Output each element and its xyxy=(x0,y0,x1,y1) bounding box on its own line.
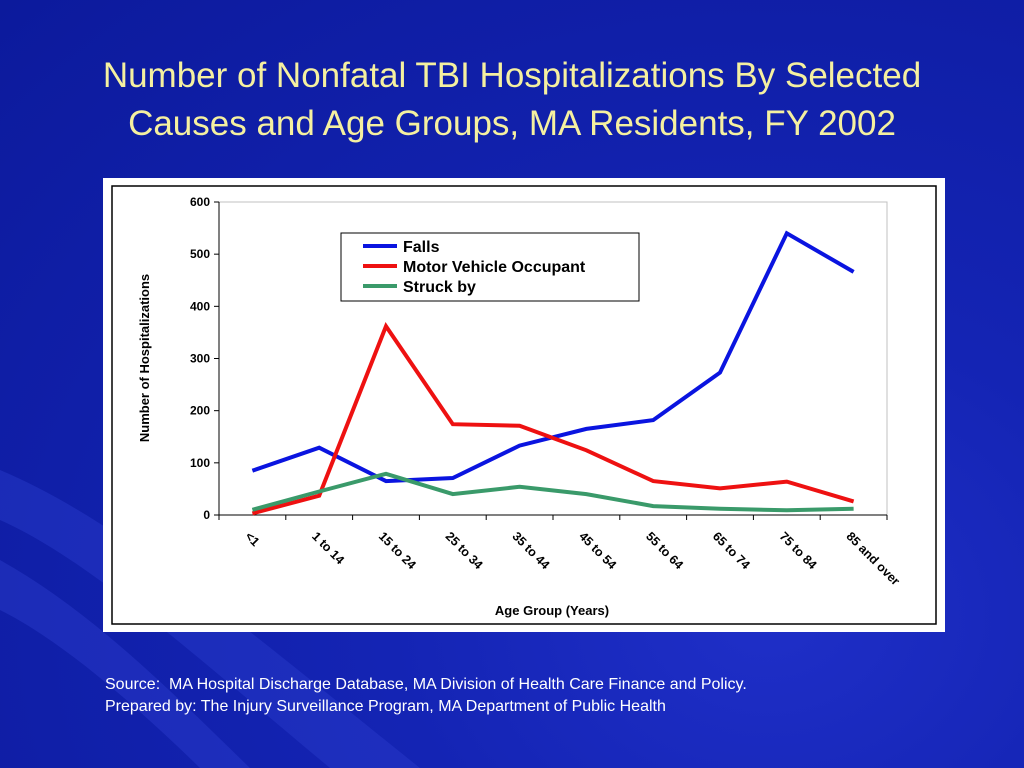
line-chart: 0 100 200 300 400 500 600 <1 1 to 14 15 to 24 25 t… xyxy=(111,185,937,625)
x-tick-label: 75 to 84 xyxy=(777,529,820,572)
y-tick-label: 300 xyxy=(190,352,210,366)
x-tick-label: 85 and over xyxy=(843,529,902,588)
chart-container: 0 100 200 300 400 500 600 <1 1 to 14 15 to 24 25 t… xyxy=(103,178,945,632)
slide-title: Number of Nonfatal TBI Hospitalizations … xyxy=(20,52,1004,148)
x-tick-label: 1 to 14 xyxy=(309,529,347,567)
y-tick-label: 100 xyxy=(190,456,210,470)
slide-title-line-2: Causes and Age Groups, MA Residents, FY … xyxy=(128,104,896,143)
series-layer xyxy=(251,230,855,516)
legend-label: Falls xyxy=(403,239,440,256)
x-tick-label: 55 to 64 xyxy=(643,529,686,572)
x-tick-label: 25 to 34 xyxy=(443,529,486,572)
x-tick-label: <1 xyxy=(242,529,262,549)
x-axis-label: Age Group (Years) xyxy=(495,603,609,618)
legend-label: Struck by xyxy=(403,279,476,296)
series-line-struck-by xyxy=(251,471,854,513)
y-tick-label: 200 xyxy=(190,404,210,418)
footer-notes: Source: MA Hospital Discharge Database, … xyxy=(105,674,1005,718)
series-line-motor-vehicle-occupant xyxy=(251,321,855,516)
y-axis-label: Number of Hospitalizations xyxy=(137,274,152,442)
legend: Falls Motor Vehicle Occupant Struck by xyxy=(340,232,640,302)
source-note: Source: MA Hospital Discharge Database, … xyxy=(105,676,747,693)
chart-frame xyxy=(111,185,937,625)
slide-title-line-1: Number of Nonfatal TBI Hospitalizations … xyxy=(102,56,922,95)
y-tick-label: 500 xyxy=(190,247,210,261)
prepared-by-note: Prepared by: The Injury Surveillance Pro… xyxy=(105,698,666,715)
x-tick-label: 45 to 54 xyxy=(576,529,619,572)
legend-label: Motor Vehicle Occupant xyxy=(403,259,586,276)
y-tick-label: 400 xyxy=(190,299,210,313)
y-tick-label: 600 xyxy=(190,195,210,209)
x-tick-label: 35 to 44 xyxy=(509,529,552,572)
x-tick-label: 15 to 24 xyxy=(376,529,419,572)
y-tick-label: 0 xyxy=(203,508,210,522)
x-tick-label: 65 to 74 xyxy=(710,529,753,572)
